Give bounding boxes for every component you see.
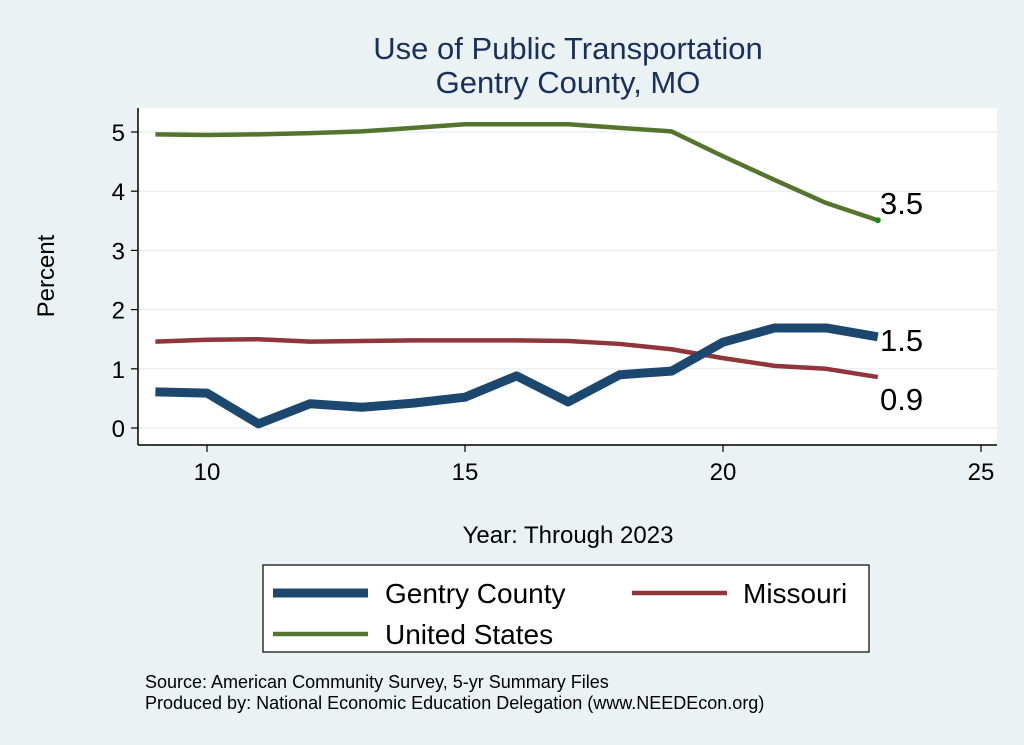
y-tick-label: 4 [112,179,125,206]
legend-label: Missouri [743,578,847,609]
end-label-gentry-county: 1.5 [880,323,923,358]
source-note: Source: American Community Survey, 5-yr … [145,672,609,692]
x-tick-label: 25 [968,459,995,486]
legend-box [262,564,870,653]
x-tick-label: 15 [452,459,479,486]
producer-note: Produced by: National Economic Education… [145,693,764,713]
x-axis-label: Year: Through 2023 [463,522,674,549]
y-tick-label: 3 [112,238,125,265]
plot-area [138,108,997,445]
end-label-missouri: 0.9 [880,382,923,417]
legend: Gentry County Missouri United States [262,564,870,653]
end-marker [874,217,881,224]
legend-label: Gentry County [385,578,566,609]
y-tick-label: 0 [112,416,125,443]
y-tick-label: 1 [112,357,125,384]
y-tick-label: 2 [112,298,125,325]
chart-title: Use of Public Transportation [373,31,762,66]
legend-label: United States [385,619,553,650]
end-label-united-states: 3.5 [880,186,923,221]
chart-subtitle: Gentry County, MO [436,65,701,100]
x-tick-label: 10 [194,459,221,486]
y-tick-label: 5 [112,120,125,147]
y-axis-label: Percent [33,234,60,317]
x-tick-label: 20 [710,459,737,486]
